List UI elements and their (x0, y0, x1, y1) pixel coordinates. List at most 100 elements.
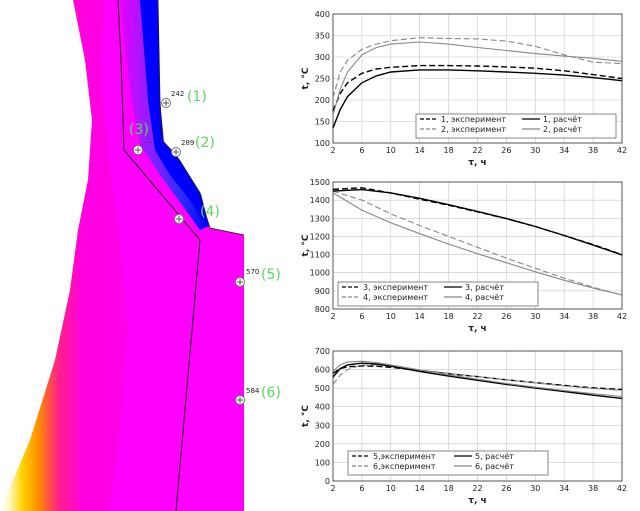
x-tick-label: 22 (472, 312, 482, 321)
x-axis-label: τ, ч (468, 324, 486, 334)
y-tick-label: 1000 (310, 269, 330, 278)
y-tick-label: 400 (315, 403, 330, 412)
legend-label: 2, расчёт (543, 125, 582, 134)
x-tick-label: 26 (501, 312, 511, 321)
x-tick-label: 30 (530, 312, 540, 321)
x-tick-label: 38 (588, 312, 598, 321)
legend-label: 6, расчёт (475, 462, 514, 471)
y-tick-label: 350 (315, 32, 330, 41)
legend-label: 2, эксперимент (441, 125, 506, 134)
legend-label: 5, расчёт (475, 452, 514, 461)
plot-frame (332, 181, 623, 310)
y-axis-label: t, °C (301, 234, 311, 256)
x-tick-label: 22 (472, 484, 482, 493)
y-axis-label: t, °C (301, 67, 311, 89)
x-axis-label: τ, ч (468, 158, 486, 168)
y-tick-label: 300 (315, 421, 330, 430)
x-tick-label: 18 (444, 484, 454, 493)
series-line-2 (332, 190, 623, 296)
legend-label: 5,эксперимент (373, 452, 436, 461)
legend-label: 3, расчёт (465, 283, 504, 292)
y-tick-label: 1300 (310, 214, 330, 223)
probe-3: ... (3) (129, 122, 153, 155)
x-tick-label: 10 (386, 146, 396, 155)
y-tick-label: 1100 (310, 251, 330, 260)
x-tick-label: 34 (559, 484, 569, 493)
legend-label: 4, расчёт (465, 293, 504, 302)
x-tick-label: 26 (501, 484, 511, 493)
temperature-field-image: 242 (1) 289 (2) ... (3) ... (4) 570 (5) … (0, 0, 300, 511)
probe-6-label: (6) (261, 385, 281, 401)
y-tick-label: 0 (325, 477, 330, 486)
probe-2: 289 (2) (171, 135, 215, 157)
probe-6-value: 584 (246, 387, 260, 395)
x-tick-label: 22 (472, 146, 482, 155)
x-tick-label: 14 (415, 146, 425, 155)
chart-probes-5-6: 2 6 10 14 18 22 26 30 34 38 4201002003004005006007… (301, 347, 627, 506)
probe-3-label: (3) (129, 122, 149, 138)
legend-label: 3, эксперимент (363, 283, 428, 292)
x-tick-label: 26 (501, 146, 511, 155)
legend-box (415, 113, 617, 139)
series-line-3 (332, 188, 623, 256)
probe-6: 584 (6) (235, 385, 281, 405)
y-tick-label: 200 (315, 440, 330, 449)
x-tick-label: 14 (415, 484, 425, 493)
x-tick-label: 6 (359, 312, 364, 321)
series-line-4 (332, 192, 623, 296)
probe-5-value: 570 (246, 268, 259, 276)
x-tick-label: 18 (444, 312, 454, 321)
y-tick-label: 400 (315, 10, 330, 19)
x-tick-label: 6 (359, 484, 364, 493)
y-tick-label: 150 (315, 118, 330, 127)
probe-1: 242 (1) (161, 89, 207, 108)
y-tick-label: 900 (315, 287, 330, 296)
y-tick-label: 600 (315, 366, 330, 375)
chart-probes-1-2: 2 6 10 14 18 22 26 30 34 38 4210015020025030035040… (301, 10, 627, 168)
legend-label: 1, расчёт (543, 115, 582, 124)
probe-5-label: (5) (261, 267, 281, 283)
probe-5: 570 (5) (235, 267, 281, 287)
cold-zone-edge (140, 0, 209, 226)
probe-2-label: (2) (195, 135, 215, 151)
x-tick-label: 34 (559, 146, 569, 155)
series-line-3 (332, 69, 623, 129)
x-tick-label: 38 (588, 146, 598, 155)
probe-4: ... (4) (174, 204, 220, 224)
probe-1-label: (1) (187, 89, 207, 105)
x-tick-label: 6 (359, 146, 364, 155)
series-line-4 (332, 41, 623, 116)
probe-4-value: ... (186, 206, 193, 214)
y-axis-label: t, °C (301, 405, 311, 427)
x-tick-label: 42 (617, 484, 627, 493)
x-tick-label: 42 (617, 146, 627, 155)
series-line-3 (332, 362, 623, 400)
legend-label: 1, эксперимент (441, 115, 506, 124)
magenta-zone (100, 0, 244, 511)
y-tick-label: 1500 (310, 178, 330, 187)
outline-line (117, 0, 201, 511)
x-tick-label: 18 (444, 146, 454, 155)
probe-3-value: ... (146, 137, 153, 145)
probe-2-value: 289 (181, 139, 194, 147)
x-tick-label: 14 (415, 312, 425, 321)
probe-1-value: 242 (171, 90, 184, 98)
x-tick-label: 2 (330, 484, 335, 493)
y-tick-label: 1400 (310, 196, 330, 205)
y-tick-label: 200 (315, 96, 330, 105)
y-tick-label: 250 (315, 75, 330, 84)
x-tick-label: 42 (617, 312, 627, 321)
y-tick-label: 100 (315, 139, 330, 148)
y-tick-label: 300 (315, 53, 330, 62)
x-tick-label: 30 (530, 146, 540, 155)
series-line-2 (332, 364, 623, 391)
x-tick-label: 2 (330, 146, 335, 155)
series-line-1 (332, 64, 623, 112)
legend-label: 4, эксперимент (363, 293, 428, 302)
x-tick-label: 10 (386, 484, 396, 493)
y-tick-label: 1200 (310, 232, 330, 241)
y-tick-label: 100 (315, 458, 330, 467)
x-tick-label: 2 (330, 312, 335, 321)
y-tick-label: 500 (315, 384, 330, 393)
x-axis-label: τ, ч (468, 496, 486, 506)
